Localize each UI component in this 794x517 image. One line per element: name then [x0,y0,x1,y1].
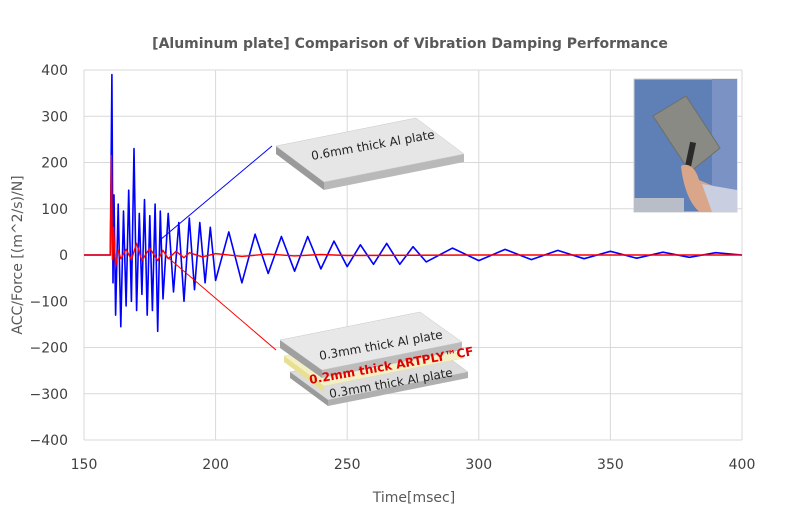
y-tick-label: 0 [59,248,68,264]
y-tick-label: 200 [41,156,68,172]
y-tick-label: −100 [30,294,68,310]
plate-top-side [280,340,322,378]
annotation-pointer-lower [164,254,277,351]
x-tick-label: 200 [202,457,229,473]
plate-single-front [324,154,464,190]
plate-top-front [322,342,462,378]
y-tick-label: −200 [30,341,68,357]
plate-single-side [276,146,324,190]
x-tick-label: 300 [465,457,492,473]
chart-title: [Aluminum plate] Comparison of Vibration… [152,36,668,52]
damping-layer-side [284,356,324,392]
photo-table [634,198,684,212]
y-tick-label: −300 [30,387,68,403]
series-layer [84,73,743,333]
y-tick-label: 400 [41,63,68,79]
photo-hand-holding-aluminum-plate-icon [633,78,738,213]
x-axis-label: Time[msec] [372,490,455,506]
plate-bottom-side [290,372,328,406]
plate-single-top [275,117,465,183]
y-axis-label: ACC/Force [(m^2/s)/N] [10,175,26,334]
photo-sleeve [702,184,737,212]
x-tick-label: 250 [334,457,361,473]
y-tick-labels: 400 300 200 100 0 −100 −200 −300 −400 [30,63,68,449]
x-tick-labels: 150 200 250 300 350 400 [71,457,756,473]
series-line-red [84,154,742,268]
plate-top-top [279,311,463,371]
photo-plate [652,95,721,173]
plate-illustration-single: 0.6mm thick Al plate [275,117,465,190]
series-line-blue [84,73,743,333]
y-tick-label: 100 [41,202,68,218]
photo-hammer-handle [683,141,697,173]
y-tick-label: 300 [41,109,68,125]
x-tick-label: 150 [71,457,98,473]
x-tick-label: 400 [729,457,756,473]
y-tick-label: −400 [30,433,68,449]
x-tick-label: 350 [597,457,624,473]
plate-bottom-front [328,372,468,406]
annotation-pointer-upper [159,145,273,241]
